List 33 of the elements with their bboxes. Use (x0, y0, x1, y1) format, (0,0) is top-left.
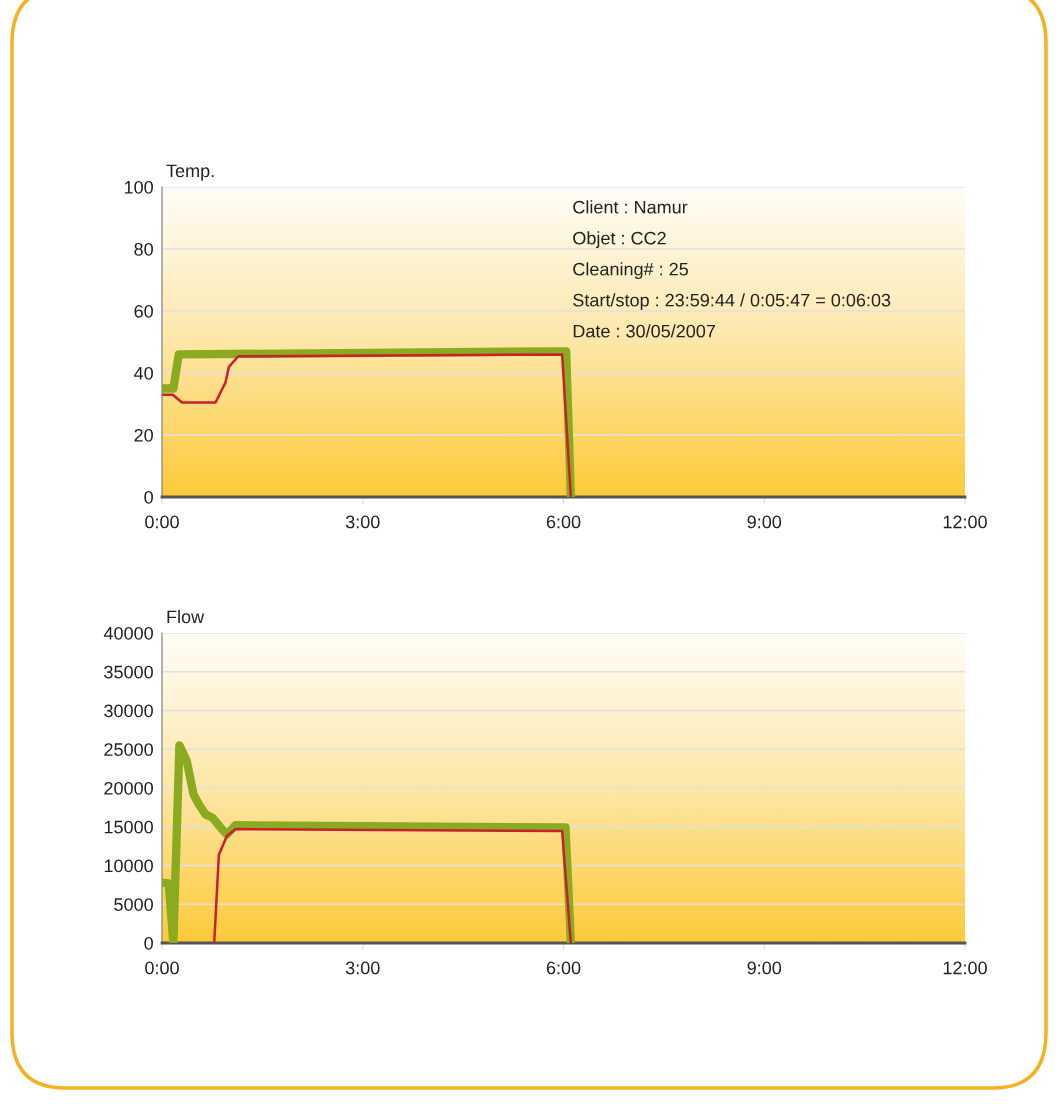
annotation: Client : Namur (573, 200, 688, 214)
x-tick-label: 6:00 (546, 515, 581, 529)
annotation: Date : 30/05/2007 (573, 324, 715, 338)
x-tick-label: 0:00 (145, 961, 179, 975)
x-tick-label: 12:00 (943, 515, 987, 529)
y-tick-label: 40000 (103, 626, 153, 640)
y-tick-label: 20000 (104, 781, 153, 795)
y-tick-label: 10000 (104, 859, 153, 873)
y-axis-title: Flow (167, 609, 205, 624)
y-tick-label: 25000 (104, 743, 153, 756)
y-tick-label: 0 (144, 936, 153, 950)
x-tick-label: 9:00 (747, 961, 782, 975)
y-tick-label: 100 (124, 180, 153, 194)
x-tick-label: 0:00 (145, 515, 179, 529)
y-tick-label: 40 (134, 366, 153, 380)
annotation: Start/stop : 23:59:44 / 0:05:47 = 0:06:03 (573, 293, 891, 311)
x-tick-label: 9:00 (747, 515, 782, 529)
y-tick-label: 60 (134, 304, 153, 318)
y-tick-label: 20 (134, 428, 153, 442)
annotation: Objet : CC2 (573, 231, 666, 249)
x-tick-label: 3:00 (345, 961, 380, 975)
y-axis-title: Temp. (166, 164, 214, 181)
annotation: Cleaning# : 25 (573, 262, 689, 280)
y-tick-label: 15000 (104, 820, 153, 834)
x-tick-label: 6:00 (546, 961, 581, 975)
x-tick-label: 12:00 (943, 961, 987, 975)
y-tick-label: 35000 (104, 665, 153, 679)
line-series (212, 827, 573, 943)
x-tick-label: 3:00 (345, 515, 380, 529)
y-tick-label: 80 (134, 242, 153, 256)
y-tick-label: 5000 (114, 898, 153, 911)
y-tick-label: 0 (144, 490, 153, 504)
y-tick-label: 30000 (104, 704, 153, 718)
